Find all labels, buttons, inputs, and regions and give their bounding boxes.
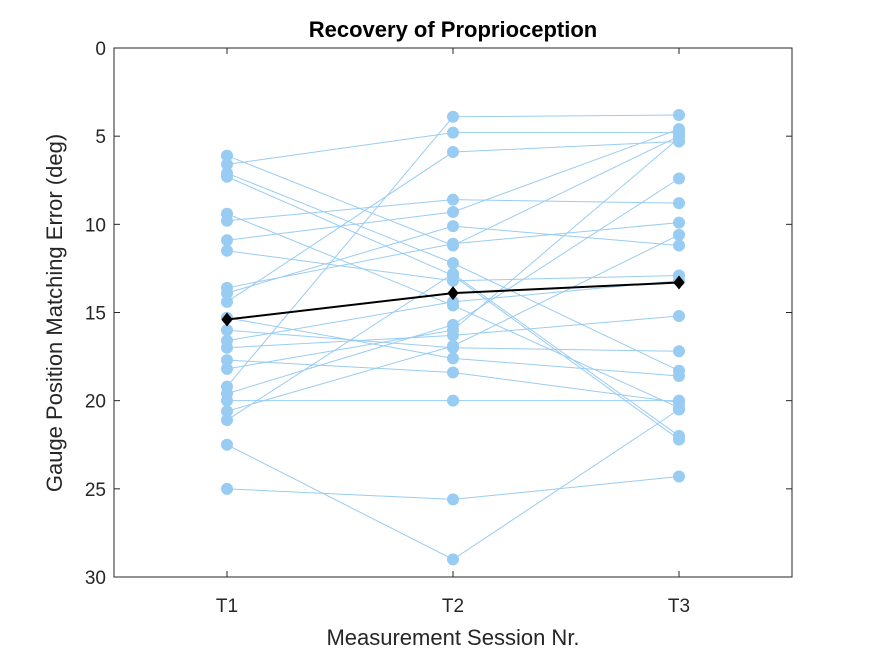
subject-point [447,553,459,566]
subject-point [673,172,685,185]
subject-point [673,131,685,144]
subject-series [221,403,685,566]
chart-title: Recovery of Proprioception [309,17,598,42]
subject-point [447,366,459,379]
subject-point [221,244,233,257]
subject-point [673,216,685,229]
subject-point [673,345,685,358]
x-tick-label: T1 [216,596,238,617]
mean-point [447,286,459,301]
subject-series [221,267,685,442]
subject-point [221,324,233,337]
subject-point [221,287,233,300]
subject-point [221,158,233,171]
subject-point [673,228,685,241]
mean-series-group [221,275,685,327]
y-tick-label: 20 [85,392,106,413]
subject-point [673,310,685,323]
subject-point [673,239,685,252]
subject-point [221,394,233,407]
subject-point [447,110,459,123]
y-tick-label: 30 [85,568,106,589]
subject-series [221,228,685,418]
subject-point [221,170,233,183]
y-axis-label: Gauge Position Matching Error (deg) [42,134,67,492]
subject-series [221,470,685,506]
subject-point [673,403,685,416]
x-axis-label: Measurement Session Nr. [326,625,579,650]
subject-point [447,394,459,407]
subject-point [221,214,233,227]
subject-series-group [221,109,685,566]
subject-point [447,295,459,308]
subject-point [447,193,459,206]
subject-point [221,354,233,367]
mean-point [221,312,233,327]
subject-point [673,394,685,407]
subject-point [447,318,459,331]
subject-series [221,394,685,407]
mean-point [673,275,685,290]
subject-point [673,369,685,382]
subject-point [447,237,459,250]
subject-point [221,362,233,375]
axes: 0 5 10 15 20 25 30 T1 T2 T3 [85,39,792,617]
y-tick-label: 5 [95,127,106,148]
subject-point [221,341,233,354]
subject-point [447,493,459,506]
subject-point [447,340,459,353]
y-tick-label: 25 [85,480,106,501]
subject-point [673,429,685,442]
x-tick-label: T3 [668,596,690,617]
y-tick-label: 0 [95,39,106,60]
subject-point [221,149,233,162]
y-tick-label: 10 [85,215,106,236]
subject-point [447,205,459,218]
subject-point [447,257,459,270]
x-tick-label: T2 [442,596,464,617]
subject-point [221,414,233,427]
subject-point [221,295,233,308]
subject-point [221,405,233,418]
subject-point [673,123,685,136]
subject-point [221,234,233,247]
subject-series [221,123,685,247]
subject-point [221,438,233,451]
subject-point [447,146,459,159]
subject-point [673,470,685,483]
subject-point [673,109,685,122]
subject-series [221,220,685,300]
y-tick-label: 15 [85,304,106,325]
subject-point [447,267,459,280]
subject-point [673,197,685,210]
subject-point [447,352,459,365]
subject-point [447,220,459,233]
subject-point [447,126,459,139]
subject-point [221,482,233,495]
